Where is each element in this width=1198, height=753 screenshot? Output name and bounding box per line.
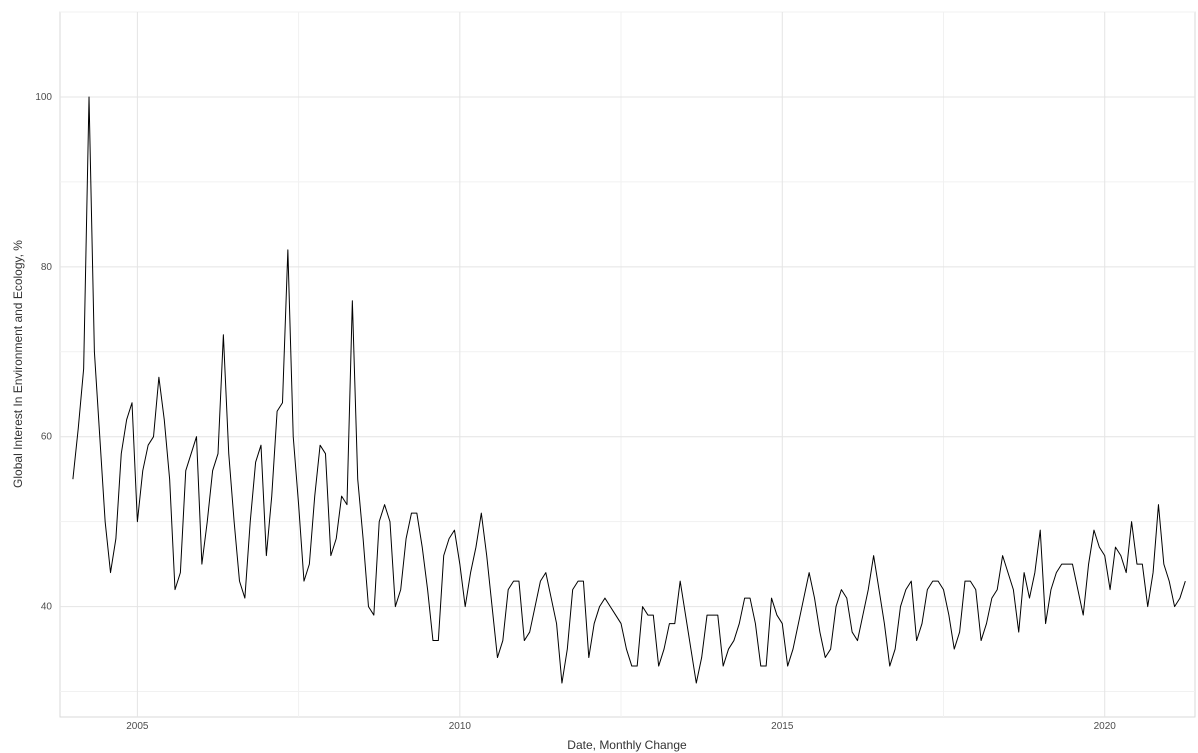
grid [60, 11, 1195, 717]
series-line [72, 96, 1186, 684]
y-axis: 40 60 80 100 [35, 92, 52, 613]
y-tick-label: 80 [41, 262, 53, 273]
y-tick-label: 60 [41, 432, 53, 443]
x-axis-title: Date, Monthly Change [567, 738, 687, 752]
x-axis: 2005 2010 2015 2020 [126, 721, 1116, 732]
y-tick-label: 100 [35, 92, 52, 103]
x-tick-label: 2010 [449, 721, 472, 732]
y-tick-label: 40 [41, 602, 53, 613]
y-axis-title: Global Interest In Environment and Ecolo… [11, 240, 25, 488]
x-tick-label: 2015 [771, 721, 794, 732]
x-tick-label: 2020 [1094, 721, 1117, 732]
x-tick-label: 2005 [126, 721, 149, 732]
plot-panel-border [59, 11, 1196, 718]
